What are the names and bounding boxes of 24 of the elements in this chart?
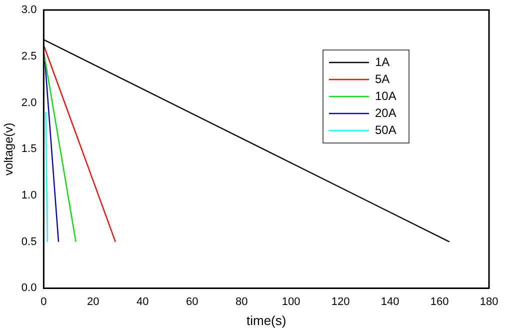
legend-label: 5A (375, 72, 390, 86)
y-tick-label: 1.0 (21, 190, 37, 202)
y-axis-title: voltage(v) (2, 122, 16, 176)
x-tick-label: 120 (331, 296, 350, 308)
x-tick-label: 100 (282, 296, 300, 308)
y-tick-label: 3.0 (21, 4, 37, 16)
legend-label: 20A (375, 106, 396, 120)
legend-label: 10A (375, 88, 396, 103)
x-tick-label: 140 (380, 296, 400, 308)
legend-label: 50A (375, 122, 396, 137)
x-tick-label: 180 (480, 296, 498, 308)
x-tick-label: 0 (40, 296, 47, 308)
x-tick-label: 20 (87, 296, 100, 308)
x-tick-label: 60 (186, 296, 198, 308)
y-tick-label: 1.5 (21, 143, 37, 156)
y-tick-label: 2.0 (21, 96, 37, 109)
x-tick-label: 40 (136, 296, 149, 308)
x-axis-title: time(s) (246, 312, 286, 328)
y-tick-label: 2.5 (21, 50, 37, 62)
y-tick-label: 0.0 (21, 282, 37, 294)
legend-label: 1A (375, 54, 390, 69)
x-tick-label: 160 (430, 296, 449, 308)
x-tick-label: 80 (235, 296, 248, 308)
y-tick-label: 0.5 (21, 236, 37, 248)
